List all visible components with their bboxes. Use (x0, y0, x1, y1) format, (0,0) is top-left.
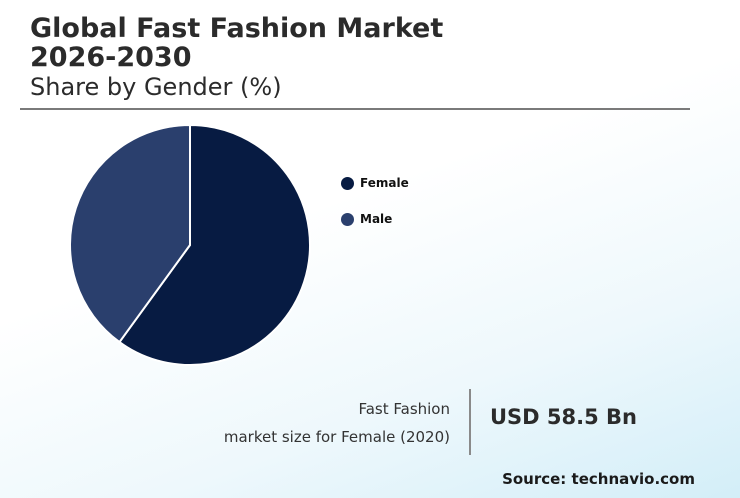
legend-label-male: Male (360, 212, 393, 226)
source-credit: Source: technavio.com (502, 470, 695, 488)
pie-chart (69, 123, 311, 366)
stat-label-line2: market size for Female (2020) (223, 428, 450, 446)
legend-swatch-female (341, 176, 354, 190)
stat-label-line1: Fast Fashion (358, 400, 450, 418)
legend: Female Male (341, 175, 409, 247)
chart-title-line1: Global Fast Fashion Market (30, 13, 444, 44)
title-divider (20, 108, 690, 110)
legend-item-male: Male (341, 211, 409, 227)
pie-slice-male (69, 123, 191, 344)
legend-swatch-male (341, 212, 354, 226)
pie-slice-female (118, 123, 311, 366)
chart-title: Global Fast Fashion Market 2026-2030 (30, 14, 443, 72)
legend-item-female: Female (341, 175, 409, 191)
chart-subtitle: Share by Gender (%) (30, 73, 282, 101)
chart-title-line2: 2026-2030 (30, 42, 192, 73)
stat-value: USD 58.5 Bn (490, 405, 637, 429)
stat-divider (469, 389, 471, 455)
legend-label-female: Female (360, 176, 409, 190)
